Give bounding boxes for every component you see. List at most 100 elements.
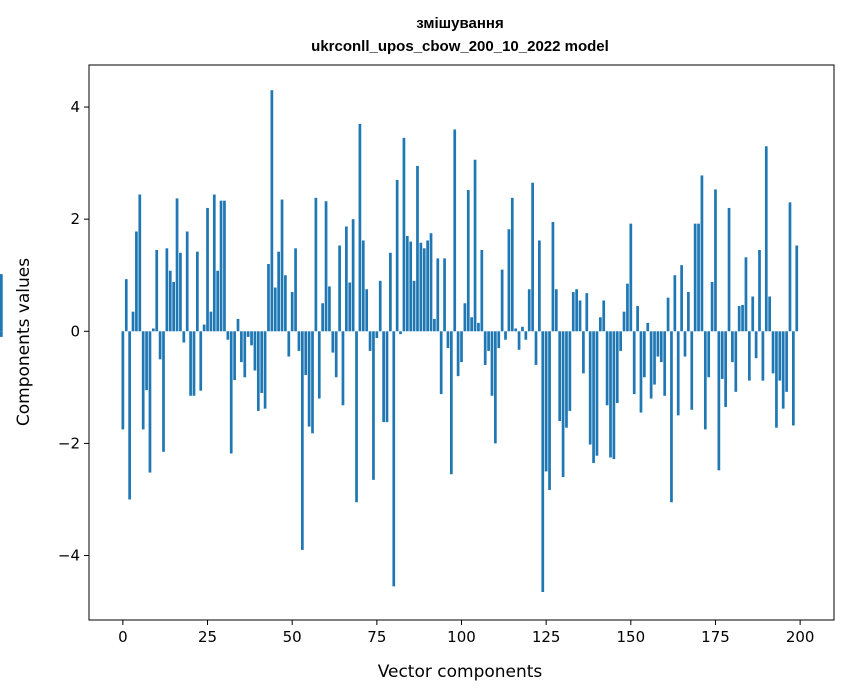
bar-179 [727, 207, 731, 332]
bar-83 [402, 137, 406, 332]
bar-145 [612, 331, 616, 460]
y-axis-ticks: −4 −2 0 2 4 [58, 98, 89, 565]
bar-2 [128, 331, 131, 500]
bar-86 [412, 280, 416, 332]
bar-116 [514, 328, 518, 332]
bar-45 [273, 287, 277, 332]
bar-192 [771, 331, 775, 374]
bar-41 [260, 331, 264, 393]
bar-138 [588, 331, 592, 445]
bar-157 [653, 331, 656, 385]
bar-172 [703, 331, 707, 430]
bar-109 [490, 331, 494, 396]
bar-46 [277, 251, 280, 332]
bar-101 [463, 303, 467, 332]
bar-64 [338, 245, 341, 332]
bar-174 [710, 281, 714, 332]
bar-29 [219, 200, 223, 332]
bar-175 [714, 189, 717, 332]
bar-162 [670, 331, 673, 503]
bar-154 [643, 331, 646, 378]
bar-195 [781, 331, 785, 409]
x-tick-label: 50 [283, 628, 302, 646]
bar-121 [531, 182, 534, 332]
bar-71 [361, 240, 365, 332]
bar-107 [483, 331, 487, 365]
bar-141 [598, 317, 602, 332]
bar-169 [693, 223, 697, 332]
bar-51 [294, 248, 297, 332]
bar-85 [409, 241, 413, 332]
bar-73 [368, 331, 372, 351]
y-tick-label: −4 [58, 547, 80, 565]
bar-26 [209, 311, 213, 332]
bar-151 [632, 331, 636, 395]
bar-87 [416, 165, 419, 332]
bar-133 [571, 292, 575, 332]
bar-122 [534, 331, 538, 365]
bar-10 [155, 250, 159, 332]
bar-93 [436, 258, 440, 332]
bar-0 [121, 331, 125, 430]
bar-91 [429, 233, 433, 332]
bar-35 [240, 331, 243, 363]
bar-40 [256, 331, 260, 411]
bar-34 [236, 318, 240, 332]
bar-undefined [0, 274, 3, 332]
bar-84 [405, 235, 409, 332]
bar-37 [246, 331, 250, 337]
bar-132 [568, 331, 572, 411]
x-tick-label: 150 [616, 628, 645, 646]
bar-197 [788, 202, 792, 332]
bar-167 [687, 292, 690, 332]
bar-74 [372, 331, 375, 480]
bar-146 [615, 331, 619, 404]
bar-63 [334, 331, 338, 378]
bar-11 [158, 331, 162, 360]
bar-89 [422, 248, 426, 332]
bar-94 [439, 331, 443, 395]
bar-22 [196, 251, 199, 332]
bar-6 [141, 331, 145, 430]
bar-125 [544, 331, 548, 472]
bar-177 [720, 331, 724, 379]
bar-47 [280, 199, 284, 332]
bar-68 [351, 219, 355, 332]
x-tick-label: 200 [786, 628, 815, 646]
bar-143 [605, 331, 609, 406]
bar-19 [185, 231, 189, 332]
bar-148 [622, 311, 626, 332]
bar-92 [433, 318, 436, 332]
bar-31 [226, 331, 230, 340]
bar-95 [443, 258, 446, 332]
bar-49 [287, 331, 291, 357]
bar-98 [453, 129, 457, 332]
bar-115 [510, 197, 514, 332]
bar-4 [135, 231, 138, 332]
bar-48 [284, 275, 287, 332]
bar-23 [199, 331, 203, 391]
y-tick-label: 0 [70, 322, 80, 340]
bar-3 [131, 311, 135, 332]
bar-52 [297, 331, 301, 351]
bar-147 [619, 331, 623, 351]
bar-65 [341, 331, 345, 406]
bar-58 [317, 331, 321, 399]
bar-99 [456, 331, 460, 377]
bar-25 [206, 207, 209, 332]
bar-111 [497, 331, 501, 349]
bar-171 [700, 175, 704, 332]
bar-181 [734, 331, 738, 392]
bar-163 [673, 275, 677, 332]
bar-173 [707, 331, 711, 378]
bar-88 [419, 242, 423, 332]
bar-156 [649, 331, 653, 399]
bar-180 [731, 331, 734, 363]
bar-186 [751, 296, 755, 332]
bar-7 [145, 331, 148, 391]
bar-102 [466, 190, 470, 332]
bar-117 [517, 331, 521, 350]
bar-20 [189, 331, 192, 396]
bar-131 [565, 331, 568, 428]
bar-140 [595, 331, 599, 456]
